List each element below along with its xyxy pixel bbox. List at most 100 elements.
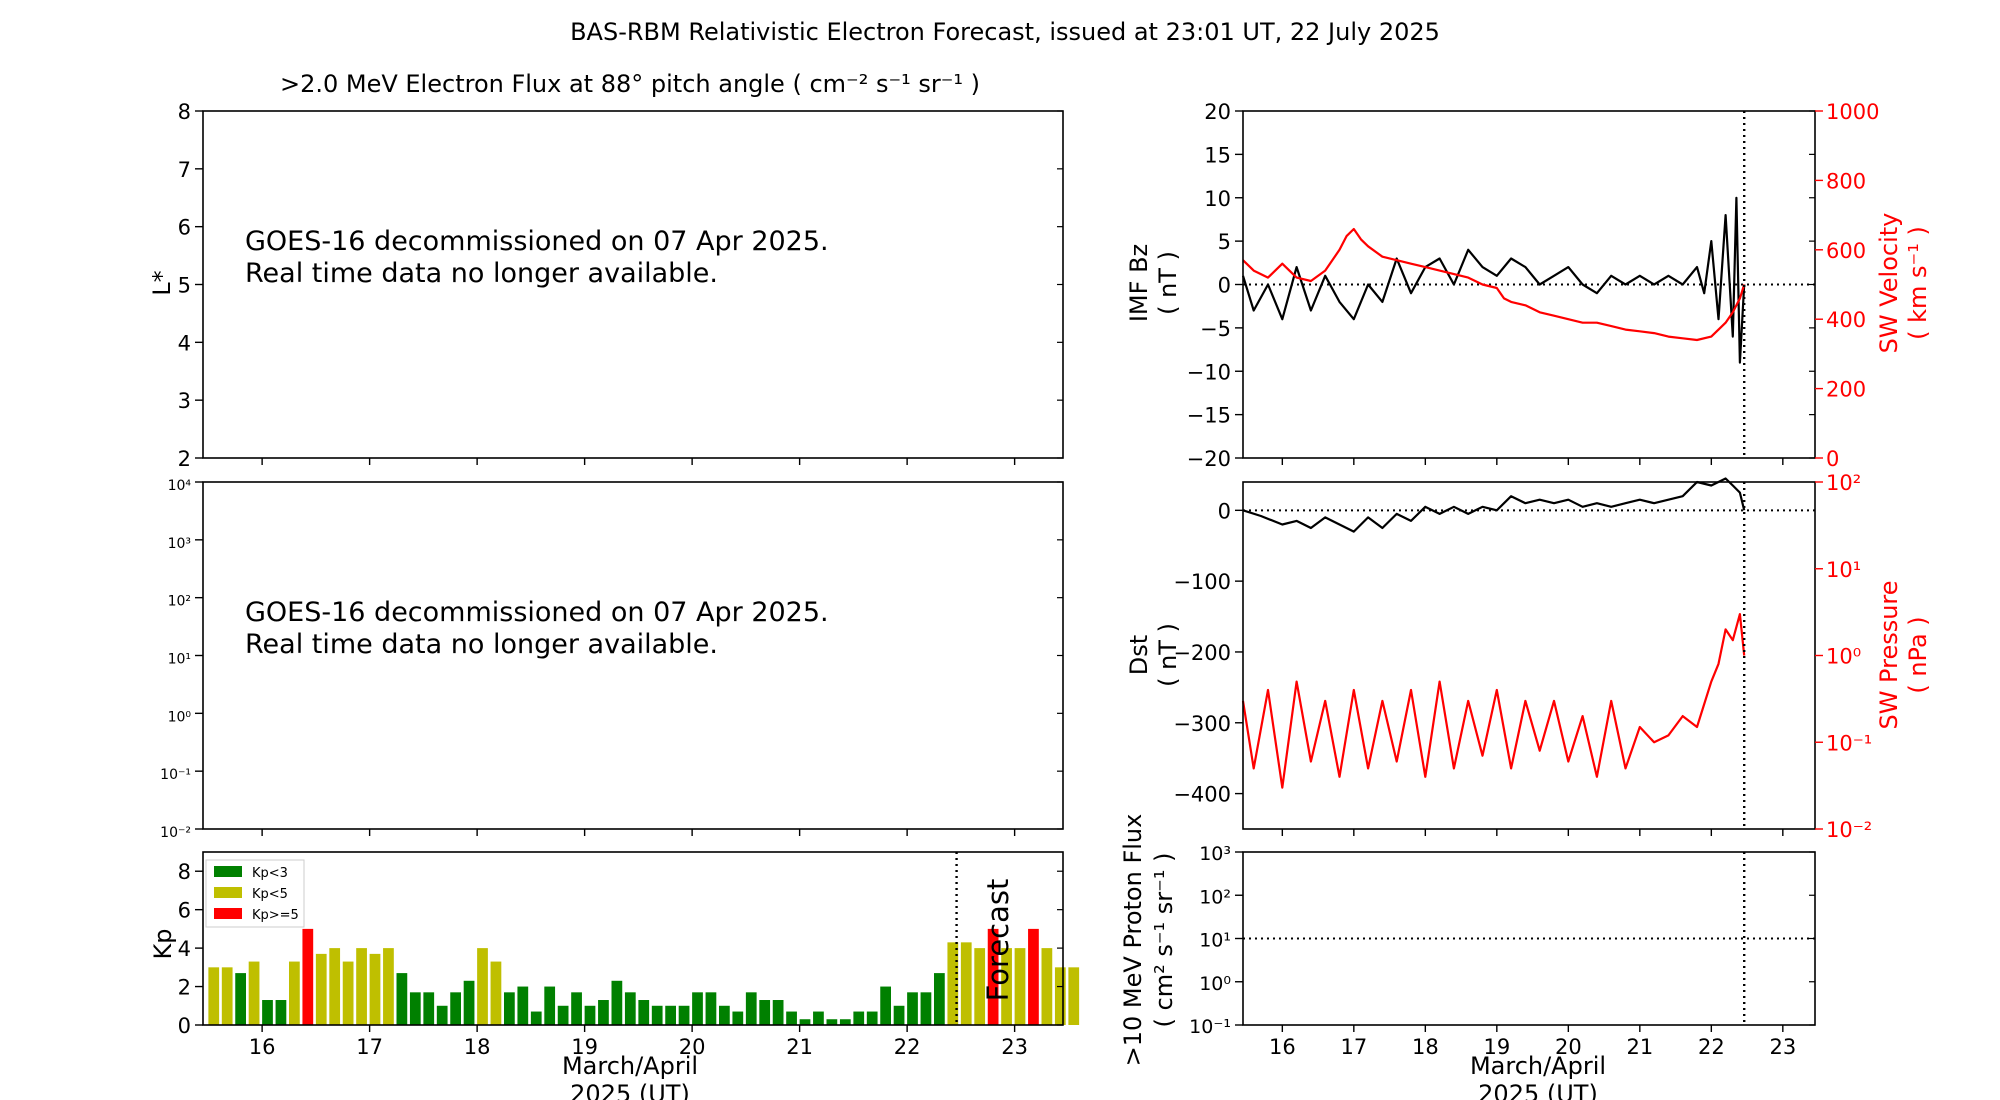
imf-series-velocity-line: [1242, 227, 1746, 342]
proton-y-ticklabel: 10²: [1199, 886, 1231, 908]
imf-y-ticklabel: 15: [1204, 143, 1231, 167]
imf-series-bz-line: [1241, 196, 1746, 364]
kp-bar: [571, 992, 582, 1025]
kp-bar: [772, 1000, 784, 1025]
imf-ylabel-line2: ( nT ): [1154, 251, 1182, 315]
kp-bar: [987, 928, 999, 1025]
sw-pressure-ylabel-line2: ( nPa ): [1904, 616, 1932, 693]
imf-y-ticklabel: 20: [1204, 100, 1231, 124]
figure-title: BAS-RBM Relativistic Electron Forecast, …: [570, 18, 1440, 46]
kp-bar: [974, 948, 986, 1025]
kp-legend-label-high: Kp>=5: [252, 908, 299, 923]
kp-bar: [839, 1019, 851, 1025]
kp-bar: [799, 1019, 811, 1025]
kp-bar: [1054, 967, 1066, 1025]
lstar-annotation-line2: Real time data no longer available.: [245, 258, 718, 289]
kp-bar: [705, 992, 717, 1025]
log-flux-panel: GOES-16 decommissioned on 07 Apr 2025. R…: [245, 597, 829, 660]
lstar-y-ticklabel: 5: [178, 274, 191, 298]
sw-pressure-ylabel-line1: SW Pressure: [1875, 580, 1903, 729]
kp-bar: [759, 1000, 771, 1025]
proton-flux-panel: >10 MeV Proton Flux ( cm² s⁻¹ sr⁻¹ ) Mar…: [1119, 814, 1606, 1100]
kp-bar: [517, 986, 529, 1025]
dst-y-ticklabel: 0: [1218, 499, 1231, 523]
lstar-y-ticklabel: 4: [178, 331, 191, 355]
proton-y-ticklabel: 10⁰: [1199, 973, 1231, 995]
lstar-y-ticklabel: 7: [178, 158, 191, 182]
sw-pressure-y-ticklabel: 10²: [1826, 471, 1861, 495]
logflux-y-ticklabel: 10²: [168, 594, 191, 610]
kp-bar: [329, 948, 341, 1025]
sw-pressure-y-ticklabel: 10¹: [1826, 558, 1861, 582]
kp-y-ticklabel: 8: [178, 860, 191, 884]
kp-legend-label-mid: Kp<5: [252, 887, 288, 902]
kp-ylabel: Kp: [149, 929, 177, 960]
kp-legend-label-low: Kp<3: [252, 866, 288, 881]
sw-pressure-y-ticklabel: 10⁻¹: [1826, 731, 1872, 755]
proton-xlabel-line1: March/April: [1470, 1052, 1606, 1080]
kp-x-ticklabel: 18: [464, 1035, 491, 1059]
kp-x-ticklabel: 21: [786, 1035, 813, 1059]
kp-legend-swatch-high: [214, 908, 242, 919]
kp-bar: [235, 973, 246, 1025]
kp-bar: [409, 992, 421, 1025]
kp-bar: [504, 992, 515, 1025]
kp-bar: [920, 992, 932, 1025]
kp-forecast-label: Forecast: [981, 879, 1015, 1002]
lstar-annotation-line1: GOES-16 decommissioned on 07 Apr 2025.: [245, 226, 829, 257]
kp-bar: [866, 1011, 878, 1025]
logflux-y-ticklabel: 10⁴: [168, 478, 192, 494]
proton-x-ticklabel: 21: [1626, 1035, 1653, 1059]
kp-bar: [423, 992, 435, 1025]
sw-pressure-y-ticklabel: 10⁻²: [1826, 818, 1872, 842]
proton-x-ticklabel: 22: [1698, 1035, 1725, 1059]
imf-y-ticklabel: 0: [1218, 274, 1231, 298]
kp-y-ticklabel: 4: [178, 937, 191, 961]
kp-xlabel-line1: March/April: [562, 1052, 698, 1080]
dst-y-ticklabel: −100: [1173, 570, 1231, 594]
kp-bar: [584, 1005, 596, 1025]
kp-bar: [248, 961, 260, 1025]
kp-bar: [665, 1005, 676, 1025]
kp-bar: [262, 1000, 273, 1025]
lstar-y-ticklabel: 3: [178, 389, 191, 413]
kp-bar: [356, 948, 367, 1025]
kp-x-ticklabel: 23: [1001, 1035, 1028, 1059]
kp-x-ticklabel: 16: [249, 1035, 276, 1059]
kp-bar: [638, 1000, 650, 1025]
kp-bar: [1028, 928, 1039, 1025]
kp-bar: [853, 1011, 865, 1025]
imf-y-ticklabel: 5: [1218, 230, 1231, 254]
kp-y-ticklabel: 0: [178, 1014, 191, 1038]
kp-bar: [960, 942, 972, 1025]
sw-velocity-y-ticklabel: 400: [1826, 308, 1866, 332]
imf-y-ticklabel: −10: [1187, 360, 1231, 384]
lstar-panel-title: >2.0 MeV Electron Flux at 88° pitch angl…: [280, 70, 980, 98]
imf-y-ticklabel: −20: [1187, 447, 1231, 471]
dst-y-ticklabel: −400: [1173, 783, 1231, 807]
sw-velocity-y-ticklabel: 1000: [1826, 100, 1879, 124]
kp-bar: [557, 1005, 569, 1025]
kp-bar: [221, 967, 233, 1025]
logflux-y-ticklabel: 10³: [168, 536, 191, 552]
kp-xlabel-line2: 2025 (UT): [570, 1080, 690, 1100]
imf-ylabel-line1: IMF Bz: [1125, 244, 1153, 322]
logflux-y-ticklabel: 10⁰: [168, 709, 192, 725]
logflux-annotation-line1: GOES-16 decommissioned on 07 Apr 2025.: [245, 597, 829, 628]
kp-x-ticklabel: 20: [679, 1035, 706, 1059]
sw-velocity-y-ticklabel: 600: [1826, 239, 1866, 263]
kp-bar: [678, 1005, 690, 1025]
dst-series-pressure-line: [1241, 612, 1746, 789]
sw-velocity-y-ticklabel: 200: [1826, 378, 1866, 402]
sw-velocity-y-ticklabel: 0: [1826, 447, 1839, 471]
kp-bar: [745, 992, 757, 1025]
kp-bar: [396, 973, 408, 1025]
kp-bar: [934, 973, 945, 1025]
kp-bar: [1068, 967, 1080, 1025]
kp-axes-frame: [202, 851, 1064, 1026]
kp-bar: [208, 967, 220, 1025]
kp-bar: [530, 1011, 542, 1025]
kp-legend-swatch-low: [214, 866, 242, 877]
dst-ylabel-line1: Dst: [1125, 635, 1153, 675]
kp-bar: [786, 1011, 797, 1025]
